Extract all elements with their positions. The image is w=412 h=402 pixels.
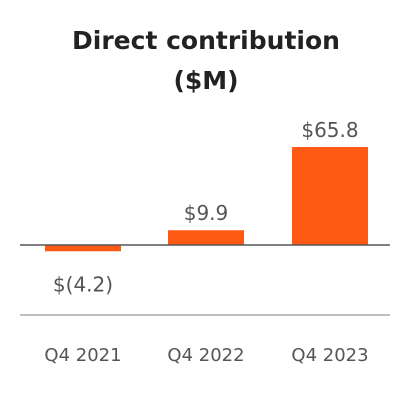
x-tick-label: Q4 2022 [167, 345, 244, 366]
x-tick-label: Q4 2021 [44, 345, 121, 366]
data-label: $(4.2) [53, 272, 113, 296]
x-tick-label: Q4 2023 [291, 345, 368, 366]
data-label: $65.8 [301, 118, 358, 142]
data-label: $9.9 [184, 201, 229, 225]
bar-q4-2021 [45, 245, 121, 252]
chart-subtitle: ($M) [173, 66, 239, 95]
bar-q4-2022 [168, 230, 244, 245]
chart-title: Direct contribution [72, 26, 340, 55]
bar-q4-2023 [292, 146, 368, 245]
